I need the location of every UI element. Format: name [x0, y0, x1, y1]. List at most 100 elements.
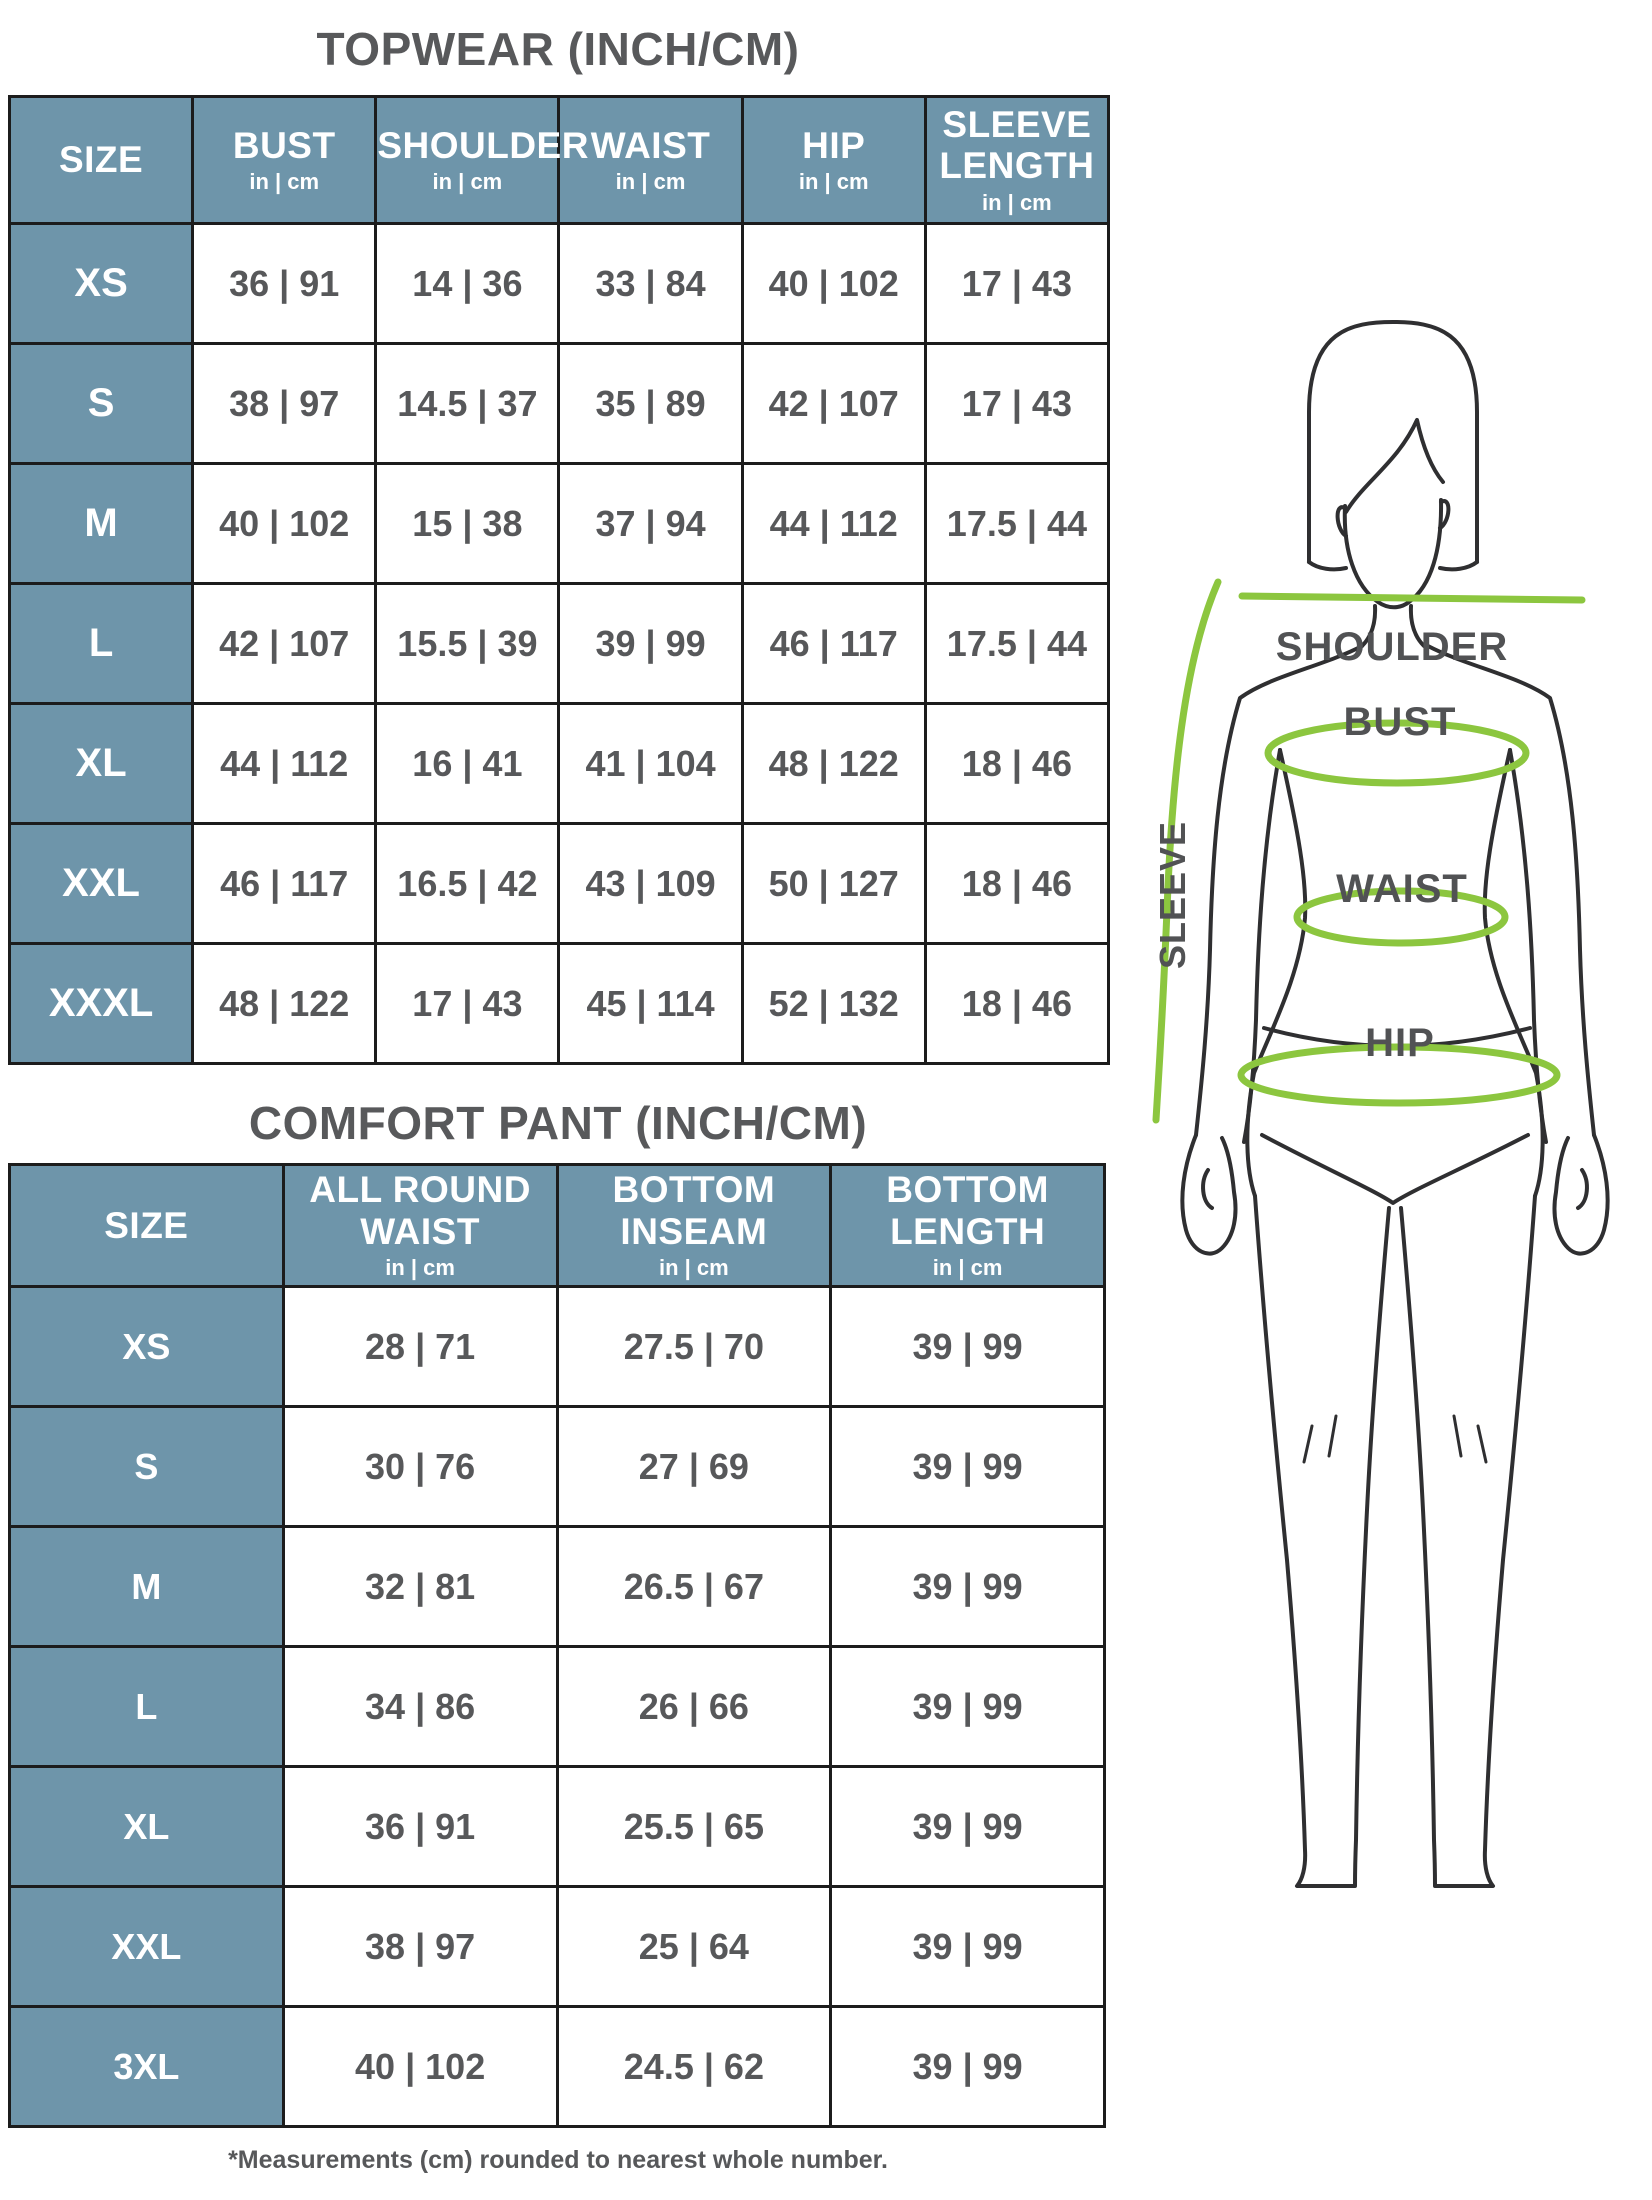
table-row: M 32 | 81 26.5 | 67 39 | 99 [8, 1525, 1106, 1648]
value-cell: 38 | 97 [281, 1885, 559, 2008]
footnote: *Measurements (cm) rounded to nearest wh… [228, 2146, 888, 2174]
table-row: XS 28 | 71 27.5 | 70 39 | 99 [8, 1285, 1106, 1408]
value-cell: 44 | 112 [191, 702, 378, 825]
column-label: BUST [232, 124, 336, 166]
size-cell: M [8, 1525, 285, 1648]
size-cell: XL [7, 702, 195, 825]
shoulder-label: SHOULDER [1276, 625, 1508, 669]
table-row: M 40 | 102 15 | 38 37 | 94 44 | 112 17.5 | 44 [7, 462, 1111, 585]
value-cell: 15 | 38 [374, 462, 561, 585]
bust-label: BUST [1344, 700, 1457, 744]
pant-table-head: SIZE ALL ROUND WAIST in | cm BOTTOM INSEAM i… [8, 1163, 1106, 1288]
value-cell: 33 | 84 [557, 222, 744, 345]
value-cell: 48 | 122 [191, 942, 378, 1065]
unit-label: in | cm [615, 168, 686, 194]
measurement-lines [1152, 578, 1586, 1124]
column-header-sleeve-length: SLEEVE LENGTH in | cm [923, 95, 1111, 225]
column-label: SHOULDER [377, 124, 589, 166]
hip-label: HIP [1365, 1021, 1435, 1065]
column-header-waist: WAIST in | cm [557, 95, 744, 225]
size-cell: XXL [8, 1885, 285, 2008]
value-cell: 37 | 94 [557, 462, 744, 585]
pant-table-body: XS 28 | 71 27.5 | 70 39 | 99 S 30 | 76 27 | 69… [8, 1285, 1106, 2128]
value-cell: 34 | 86 [281, 1645, 559, 1768]
unit-label: in | cm [249, 168, 320, 194]
column-label: ALL ROUND WAIST [309, 1169, 531, 1252]
unit-label: in | cm [982, 189, 1052, 215]
value-cell: 44 | 112 [740, 462, 927, 585]
column-header-all-round-waist: ALL ROUND WAIST in | cm [281, 1163, 559, 1288]
comfort-pant-title: COMFORT PANT (INCH/CM) [248, 1097, 868, 1149]
sleeve-label: SLEEVE [1152, 821, 1193, 969]
value-cell: 39 | 99 [829, 1405, 1106, 1528]
value-cell: 30 | 76 [281, 1405, 559, 1528]
column-label: BOTTOM INSEAM [612, 1169, 776, 1252]
value-cell: 46 | 117 [740, 582, 927, 705]
value-cell: 45 | 114 [557, 942, 744, 1065]
female-figure-illustration: SHOULDER BUST WAIST HIP SLEEVE [1152, 320, 1610, 1888]
table-row: XXL 46 | 117 16.5 | 42 43 | 109 50 | 127 18 |… [7, 822, 1111, 945]
table-row: 3XL 40 | 102 24.5 | 62 39 | 99 [8, 2005, 1106, 2128]
value-cell: 25 | 64 [555, 1885, 833, 2008]
column-header-size: SIZE [8, 1163, 285, 1288]
column-header-size: SIZE [7, 95, 195, 225]
value-cell: 16 | 41 [374, 702, 561, 825]
hip-ellipse [1237, 1043, 1561, 1107]
value-cell: 39 | 99 [829, 2005, 1106, 2128]
body-outline [1180, 320, 1610, 1888]
table-row: L 34 | 86 26 | 66 39 | 99 [8, 1645, 1106, 1768]
shoulder-line [1238, 592, 1586, 604]
unit-label: in | cm [659, 1255, 729, 1281]
unit-label: in | cm [798, 168, 869, 194]
value-cell: 18 | 46 [923, 702, 1111, 825]
topwear-title: TOPWEAR (INCH/CM) [316, 23, 800, 75]
value-cell: 39 | 99 [829, 1285, 1106, 1408]
topwear-size-table: SIZE BUST in | cm SHOULDER in | cm WAIST in | … [7, 95, 1111, 1065]
size-cell: S [7, 342, 195, 465]
column-header-bust: BUST in | cm [191, 95, 378, 225]
waist-label: WAIST [1336, 867, 1468, 911]
size-cell: XL [8, 1765, 285, 1888]
value-cell: 17 | 43 [923, 342, 1111, 465]
unit-label: in | cm [432, 168, 503, 194]
value-cell: 40 | 102 [281, 2005, 559, 2128]
size-cell: 3XL [8, 2005, 285, 2128]
value-cell: 42 | 107 [191, 582, 378, 705]
column-header-bottom-inseam: BOTTOM INSEAM in | cm [555, 1163, 833, 1288]
value-cell: 36 | 91 [191, 222, 378, 345]
unit-label: in | cm [385, 1255, 455, 1281]
size-cell: XS [8, 1285, 285, 1408]
column-label: HIP [802, 124, 866, 166]
value-cell: 39 | 99 [829, 1765, 1106, 1888]
value-cell: 14 | 36 [374, 222, 561, 345]
bust-ellipse [1264, 719, 1530, 787]
value-cell: 39 | 99 [829, 1885, 1106, 2008]
value-cell: 27.5 | 70 [555, 1285, 833, 1408]
value-cell: 24.5 | 62 [555, 2005, 833, 2128]
size-cell: L [8, 1645, 285, 1768]
measurement-figure: SHOULDER BUST WAIST HIP SLEEVE [1112, 230, 1652, 1890]
value-cell: 38 | 97 [191, 342, 378, 465]
column-header-hip: HIP in | cm [740, 95, 927, 225]
value-cell: 17.5 | 44 [923, 582, 1111, 705]
value-cell: 39 | 99 [829, 1525, 1106, 1648]
size-cell: XXL [7, 822, 195, 945]
value-cell: 40 | 102 [740, 222, 927, 345]
value-cell: 43 | 109 [557, 822, 744, 945]
value-cell: 26.5 | 67 [555, 1525, 833, 1648]
value-cell: 18 | 46 [923, 942, 1111, 1065]
value-cell: 16.5 | 42 [374, 822, 561, 945]
column-header-bottom-length: BOTTOM LENGTH in | cm [829, 1163, 1106, 1288]
value-cell: 15.5 | 39 [374, 582, 561, 705]
value-cell: 17 | 43 [923, 222, 1111, 345]
header-row: SIZE BUST in | cm SHOULDER in | cm WAIST in | … [7, 95, 1111, 225]
value-cell: 25.5 | 65 [555, 1765, 833, 1888]
unit-label: in | cm [932, 1255, 1003, 1281]
value-cell: 17.5 | 44 [923, 462, 1111, 585]
value-cell: 26 | 66 [555, 1645, 833, 1768]
size-cell: XXXL [7, 942, 195, 1065]
comfort-pant-size-table: SIZE ALL ROUND WAIST in | cm BOTTOM INSEAM i… [8, 1163, 1106, 2128]
value-cell: 48 | 122 [740, 702, 927, 825]
size-cell: M [7, 462, 195, 585]
size-cell: L [7, 582, 195, 705]
